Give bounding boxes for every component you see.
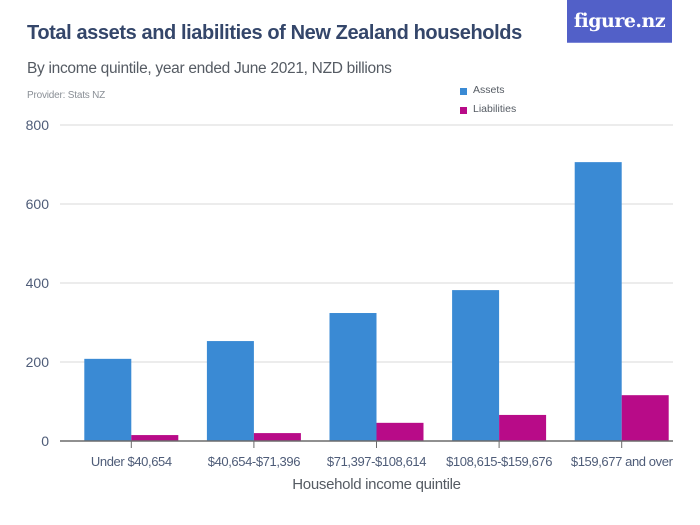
figure-nz-logo[interactable]: figure.nz xyxy=(567,0,672,43)
y-tick-label: 200 xyxy=(26,354,50,370)
y-axis-ticks: 0 200 400 600 800 xyxy=(26,117,50,449)
provider-label: Provider: Stats NZ xyxy=(27,90,106,101)
bar-assets xyxy=(206,341,254,441)
y-tick-label: 600 xyxy=(26,196,50,212)
y-tick-label: 0 xyxy=(41,433,49,449)
x-tick-label: $40,654-$71,396 xyxy=(208,454,300,469)
legend-label-liabilities: Liabilities xyxy=(473,102,517,115)
legend: Assets Liabilities xyxy=(460,80,516,118)
bar-assets xyxy=(329,313,377,441)
bar-assets xyxy=(84,358,132,441)
y-tick-label: 400 xyxy=(26,275,50,291)
logo-text: figure.nz xyxy=(573,10,666,32)
legend-item-assets: Assets xyxy=(460,80,516,99)
bar-liabilities xyxy=(131,435,179,441)
chart-title: Total assets and liabilities of New Zeal… xyxy=(27,22,522,44)
x-tick-label: $159,677 and over xyxy=(571,454,674,469)
bar-liabilities xyxy=(499,414,547,441)
x-tick-label: $108,615-$159,676 xyxy=(446,454,552,469)
legend-swatch-assets xyxy=(460,87,467,95)
chart-subtitle: By income quintile, year ended June 2021… xyxy=(27,60,392,77)
bar-assets xyxy=(574,162,622,441)
bars xyxy=(84,162,669,441)
bar-liabilities xyxy=(253,433,301,441)
bar-liabilities xyxy=(376,422,424,441)
x-tick-label: Under $40,654 xyxy=(91,454,172,469)
x-axis: Under $40,654 $40,654-$71,396 $71,397-$108… xyxy=(60,440,674,469)
bar-liabilities xyxy=(621,395,669,441)
x-axis-title: Household income quintile xyxy=(292,476,460,493)
bar-assets xyxy=(452,290,500,441)
legend-label-assets: Assets xyxy=(473,83,505,96)
legend-item-liabilities: Liabilities xyxy=(460,99,516,118)
legend-swatch-liabilities xyxy=(460,106,467,114)
y-tick-label: 800 xyxy=(26,117,50,133)
x-tick-label: $71,397-$108,614 xyxy=(327,454,426,469)
